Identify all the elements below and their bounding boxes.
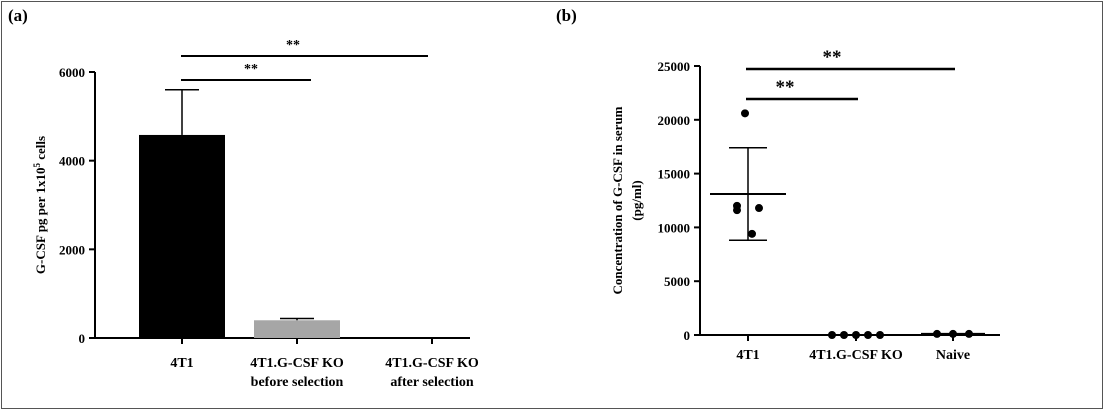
- significance-label-2: **: [823, 47, 842, 68]
- significance-label-1: **: [244, 62, 258, 77]
- y-axis-label: G-CSF pg per 1x105 cells: [32, 136, 48, 274]
- x-tick-label: 4T1.G-CSF KO: [250, 356, 344, 371]
- data-point-2-1: [828, 331, 836, 339]
- data-point-1-3: [755, 204, 763, 213]
- x-tick-label: 4T1.G-CSF KO: [385, 356, 479, 371]
- y-tick-label: 6000: [59, 65, 85, 80]
- significance-label-1: **: [776, 77, 795, 98]
- data-point-2-5: [876, 331, 884, 339]
- x-tick-label: before selection: [251, 375, 344, 390]
- data-point-2-4: [864, 331, 872, 339]
- data-point-2-2: [840, 331, 848, 339]
- panel-a-label: (a): [8, 6, 28, 25]
- panel-b-label: (b): [556, 6, 577, 25]
- y-tick-label: 2000: [59, 242, 85, 257]
- data-point-3-3: [965, 329, 973, 338]
- x-tick-label: Naive: [936, 348, 970, 363]
- x-tick-label: 4T1: [736, 348, 759, 363]
- data-point-3-1: [933, 329, 941, 338]
- data-point-1-5: [748, 229, 756, 238]
- data-point-2-3: [852, 331, 860, 339]
- x-tick-label: after selection: [390, 375, 474, 390]
- y-tick-label: 15000: [658, 167, 691, 182]
- data-point-1-1: [741, 109, 749, 118]
- data-point-3-2: [949, 329, 957, 338]
- data-point-1-4: [733, 206, 741, 215]
- y-tick-label: 5000: [664, 274, 690, 289]
- y-tick-label: 0: [79, 331, 86, 346]
- bar-1: [139, 134, 225, 338]
- y-axis-label-line-2: (pg/ml): [629, 180, 644, 220]
- significance-label-2: **: [286, 38, 300, 53]
- y-tick-label: 10000: [658, 220, 691, 235]
- y-tick-label: 20000: [658, 113, 691, 128]
- y-tick-label: 0: [684, 328, 691, 343]
- chart-a: 0 2000 4000 6000 G-CSF pg per 1x105 cells 4T1…: [32, 38, 479, 390]
- y-tick-label: 25000: [658, 59, 691, 74]
- x-tick-label: 4T1.G-CSF KO: [809, 348, 903, 363]
- bar-2: [254, 320, 340, 338]
- y-axis-label-line-1: Concentration of G-CSF in serum: [610, 106, 625, 294]
- x-tick-label: 4T1: [170, 356, 193, 371]
- y-tick-label: 4000: [59, 154, 85, 169]
